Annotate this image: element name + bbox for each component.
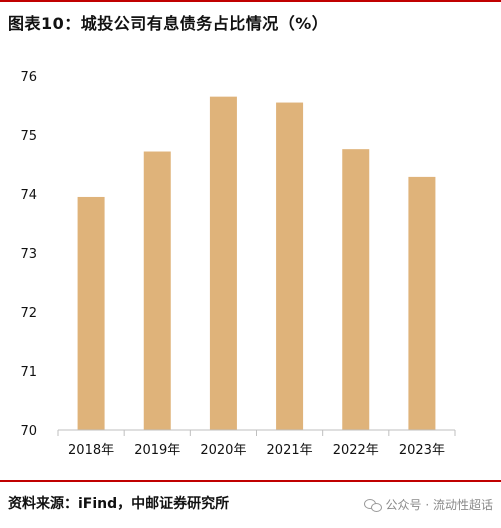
bar (77, 196, 105, 430)
y-tick-label: 70 (20, 424, 37, 439)
watermark-text: 公众号 · 流动性超话 (385, 498, 493, 512)
x-tick-label: 2022年 (333, 443, 379, 458)
y-tick-label: 73 (20, 247, 37, 262)
y-tick-label: 72 (20, 306, 37, 321)
x-tick-label: 2021年 (267, 443, 313, 458)
y-tick-label: 75 (20, 129, 37, 144)
bar (342, 149, 370, 430)
y-tick-label: 74 (20, 188, 37, 203)
x-tick-label: 2020年 (200, 443, 246, 458)
x-axis: 2018年 2019年 2020年 2021年 2022年 2023年 (57, 429, 456, 458)
x-tick-label: 2019年 (134, 443, 180, 458)
y-tick-label: 71 (20, 365, 37, 380)
wechat-icon (363, 498, 382, 512)
chart-title: 图表10：城投公司有息债务占比情况（%） (8, 14, 329, 33)
source-note: 资料来源：iFind，中邮证券研究所 (8, 496, 230, 512)
bar (276, 102, 304, 431)
bar (143, 151, 171, 430)
footer-rule (0, 480, 501, 482)
bar (408, 176, 436, 430)
x-tick-label: 2023年 (399, 443, 445, 458)
bars (77, 96, 436, 431)
bar (209, 96, 237, 431)
header-rule (0, 0, 501, 2)
watermark: 公众号 · 流动性超话 (363, 496, 493, 513)
y-tick-label: 76 (20, 70, 37, 85)
bar-chart: 70 71 72 73 74 75 76 2018年 2019年 2020年 2021年 2022年… (20, 70, 456, 458)
y-axis: 70 71 72 73 74 75 76 (20, 70, 37, 439)
x-tick-label: 2018年 (68, 443, 114, 458)
